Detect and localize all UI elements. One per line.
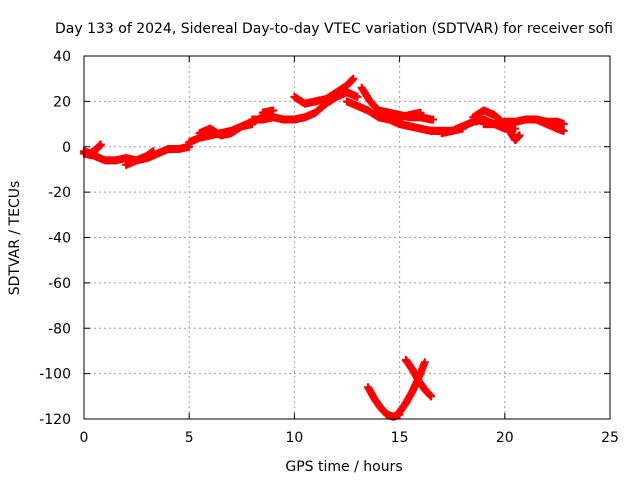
data-point [353, 92, 362, 101]
data-point [559, 126, 568, 135]
data-point [149, 147, 158, 156]
chart-title: Day 133 of 2024, Sidereal Day-to-day VTE… [55, 21, 613, 37]
x-tick-label: 0 [80, 430, 89, 446]
x-tick-label: 10 [285, 430, 303, 446]
y-tick-label: -20 [48, 185, 71, 201]
data-point [420, 358, 429, 367]
y-tick-label: -40 [48, 231, 71, 247]
data-point [511, 124, 520, 133]
data-point [515, 131, 524, 140]
y-tick-label: -120 [39, 412, 71, 428]
y-tick-label: -60 [48, 276, 71, 292]
y-tick-label: 20 [53, 94, 71, 110]
y-tick-label: 40 [53, 49, 71, 65]
data-point [429, 115, 438, 124]
y-tick-labels: -120 -100 -80 -60 -40 -20 0 20 40 [39, 49, 71, 428]
axis-ticks [83, 55, 611, 420]
x-tick-label: 25 [601, 430, 619, 446]
data-points [80, 74, 568, 421]
plot-frame [83, 55, 611, 420]
x-tick-label: 15 [391, 430, 409, 446]
y-axis-label: SDTVAR / TECUs [7, 181, 23, 296]
grid-lines [84, 56, 610, 419]
data-point [349, 74, 358, 83]
data-point [269, 106, 278, 115]
y-tick-label: -80 [48, 321, 71, 337]
data-point [458, 124, 467, 133]
x-tick-label: 5 [185, 430, 194, 446]
x-tick-labels: 0 5 10 15 20 25 [80, 430, 619, 446]
data-point [96, 140, 105, 149]
data-point [427, 392, 436, 401]
y-tick-label: -100 [39, 367, 71, 383]
data-point [416, 108, 425, 117]
y-tick-label: 0 [62, 140, 71, 156]
x-axis-label: GPS time / hours [285, 459, 402, 475]
x-tick-label: 20 [496, 430, 514, 446]
